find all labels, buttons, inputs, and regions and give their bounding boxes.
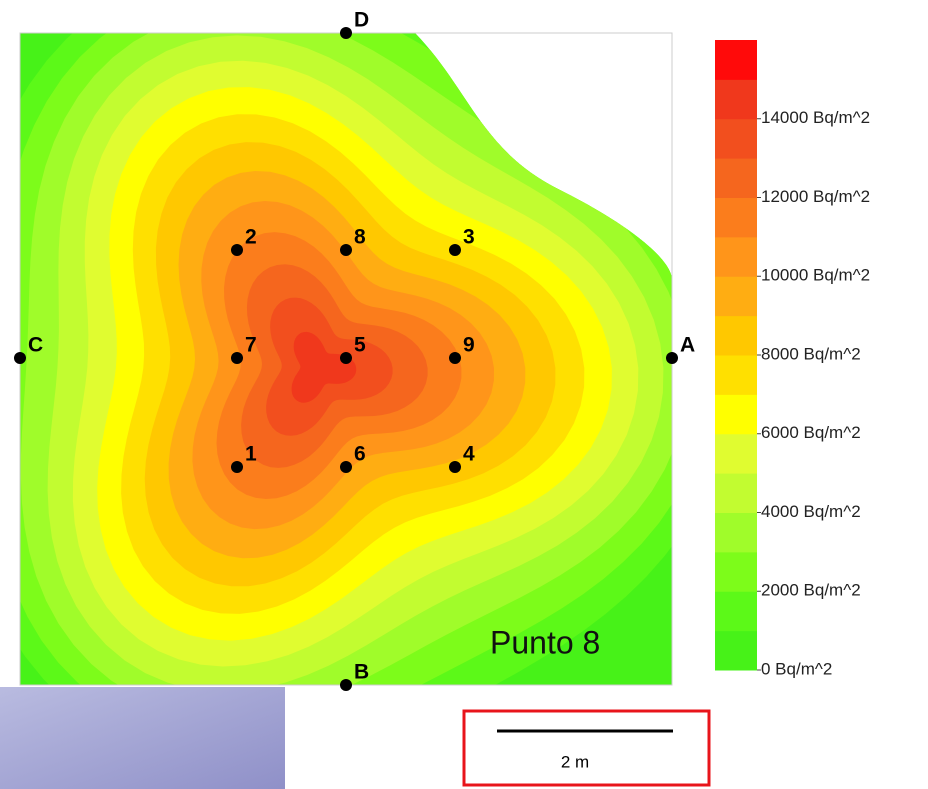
sample-point: [340, 352, 352, 364]
colorbar-tick-label: 4000 Bq/m^2: [761, 502, 861, 521]
colorbar-band: [715, 513, 757, 553]
point-label: A: [680, 334, 695, 357]
colorbar-band: [715, 473, 757, 513]
point-label: 4: [463, 443, 475, 466]
colorbar-band: [715, 434, 757, 474]
point-label: D: [354, 9, 369, 32]
colorbar-band: [715, 158, 757, 198]
colorbar-tick-label: 2000 Bq/m^2: [761, 581, 861, 600]
colorbar-band: [715, 237, 757, 277]
sample-point: [666, 352, 678, 364]
point-label: 2: [245, 226, 257, 249]
sample-point: [340, 461, 352, 473]
colorbar-band: [715, 394, 757, 434]
colorbar-tick-label: 12000 Bq/m^2: [761, 187, 870, 206]
scale-box: [464, 711, 709, 785]
colorbar-band: [715, 119, 757, 159]
colorbar-band: [715, 40, 757, 80]
point-label: 7: [245, 334, 257, 357]
point-label: C: [28, 334, 43, 357]
colorbar-band: [715, 79, 757, 119]
point-label: 5: [354, 334, 366, 357]
colorbar-band: [715, 591, 757, 631]
colorbar-tick-label: 8000 Bq/m^2: [761, 344, 861, 363]
contour-map: [0, 0, 731, 765]
scale-label: 2 m: [561, 752, 589, 771]
sample-point: [449, 244, 461, 256]
colorbar-band: [715, 552, 757, 592]
colorbar-band: [715, 316, 757, 356]
sample-point: [14, 352, 26, 364]
point-label: B: [354, 661, 369, 684]
point-label: 8: [354, 226, 366, 249]
colorbar-band: [715, 276, 757, 316]
sample-point: [449, 352, 461, 364]
colorbar-band: [715, 198, 757, 238]
photo-fragment: [0, 687, 285, 789]
annotation: Punto 8: [490, 624, 600, 660]
colorbar-band: [715, 355, 757, 395]
sample-point: [231, 352, 243, 364]
sample-point: [449, 461, 461, 473]
chart: D 2 8 3 C 7 5 9 A 1 6 4 B 0 Bq/m^2 2000 Bq/m^2 4000 Bq…: [0, 0, 928, 789]
sample-point: [340, 679, 352, 691]
sample-point: [231, 461, 243, 473]
point-label: 3: [463, 226, 475, 249]
point-label: 9: [463, 334, 475, 357]
point-label: 1: [245, 443, 257, 466]
colorbar-band: [715, 631, 757, 671]
point-label: 6: [354, 443, 366, 466]
page: {"chart_data": {"type": "contour", "anno…: [0, 0, 928, 789]
sample-point: [340, 244, 352, 256]
sample-point: [231, 244, 243, 256]
colorbar-tick-label: 14000 Bq/m^2: [761, 108, 870, 127]
colorbar-tick-label: 10000 Bq/m^2: [761, 266, 870, 285]
colorbar-tick-label: 0 Bq/m^2: [761, 659, 832, 678]
sample-point: [340, 27, 352, 39]
colorbar-tick-label: 6000 Bq/m^2: [761, 423, 861, 442]
colorbar: 0 Bq/m^2 2000 Bq/m^2 4000 Bq/m^2 6000 Bq/m^…: [715, 40, 870, 678]
